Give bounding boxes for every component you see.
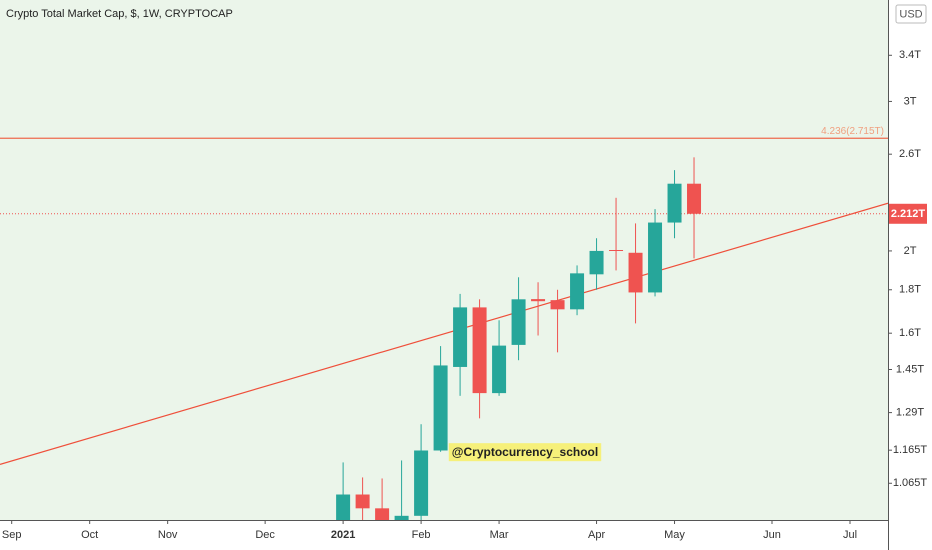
- x-tick-label: Nov: [158, 529, 178, 541]
- overlay: 3.4T 3T 2.6T 2T 1.8T 1.6T 1.45T 1.29T 1.165T 1.06…: [2, 49, 927, 541]
- watermark: @Cryptocurrency_school: [452, 445, 598, 459]
- y-tick-label: 1.065T: [893, 477, 928, 489]
- x-tick-label: Feb: [412, 529, 431, 541]
- y-tick-label: 1.6T: [899, 327, 921, 339]
- currency-box[interactable]: [895, 4, 927, 24]
- y-tick-label: 2.6T: [899, 148, 921, 160]
- last-price-label: 2.212T: [891, 208, 926, 220]
- candle-body: [531, 299, 546, 302]
- candle-body: [667, 183, 682, 223]
- candle-body: [433, 365, 448, 451]
- y-tick-label: 2T: [904, 245, 917, 257]
- candle-body: [453, 307, 468, 367]
- x-tick-label: Jul: [843, 529, 857, 541]
- trendline: [0, 202, 888, 465]
- x-tick-label: Sep: [2, 529, 22, 541]
- y-tick-label: 3T: [904, 95, 917, 107]
- y-tick-label: 1.8T: [899, 284, 921, 296]
- candle-body: [550, 300, 565, 310]
- x-tick-label: Jun: [763, 529, 781, 541]
- x-tick-label: Apr: [588, 529, 605, 541]
- x-tick-label: Dec: [255, 529, 275, 541]
- y-tick-label: 1.45T: [896, 363, 924, 375]
- y-tick-label: 1.165T: [893, 444, 928, 456]
- candle-body: [355, 494, 370, 509]
- watermark-box: [448, 443, 602, 462]
- plot: [0, 137, 888, 520]
- candle-body: [336, 494, 351, 520]
- candle-body: [375, 508, 390, 520]
- chart-title: Crypto Total Market Cap, $, 1W, CRYPTOCA…: [6, 8, 233, 20]
- candle-body: [472, 307, 487, 394]
- candle-body: [414, 450, 429, 516]
- x-tick-label: 2021: [331, 529, 355, 541]
- y-tick-label: 1.29T: [896, 407, 924, 419]
- candle-body: [511, 299, 526, 345]
- level-label: 4.236(2.715T): [821, 126, 884, 137]
- x-tick-label: Mar: [490, 529, 509, 541]
- candle-body: [687, 183, 702, 214]
- candle-body: [648, 222, 663, 293]
- currency-label[interactable]: USD: [899, 8, 922, 20]
- candle-body: [628, 252, 643, 293]
- x-tick-label: Oct: [81, 529, 98, 541]
- candle-body: [609, 250, 624, 252]
- candle-body: [394, 515, 409, 520]
- candle-body: [492, 345, 507, 394]
- candle-body: [570, 273, 585, 310]
- y-tick-label: 3.4T: [899, 49, 921, 61]
- x-tick-label: May: [664, 529, 685, 541]
- last-price-box: [889, 203, 927, 224]
- candle-body: [589, 250, 604, 275]
